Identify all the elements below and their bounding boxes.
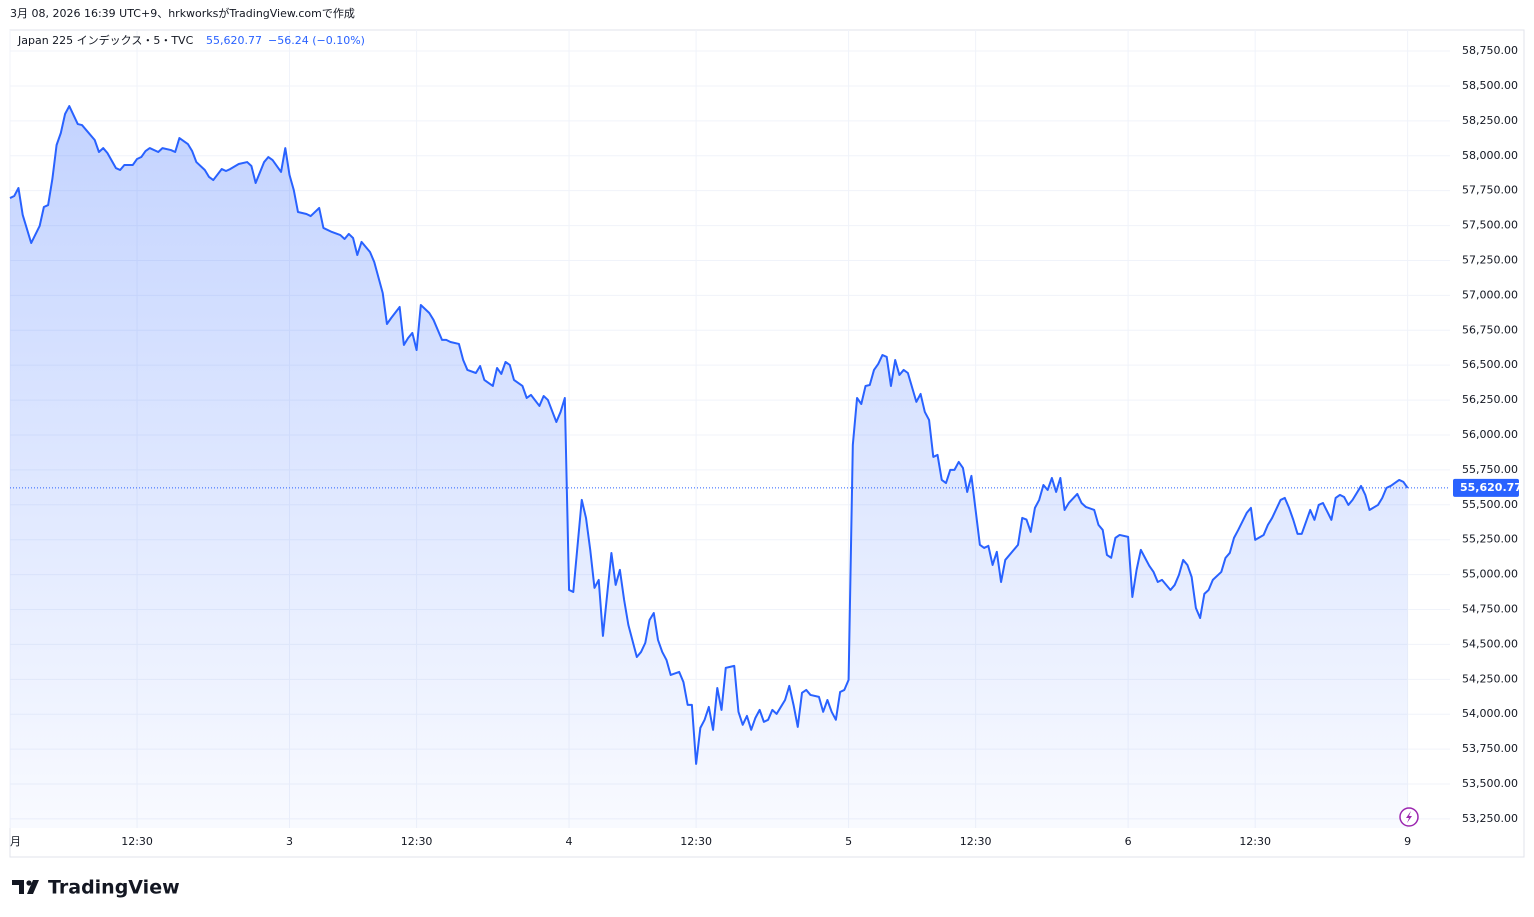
y-tick-label: 55,750.00 xyxy=(1462,463,1518,476)
y-tick-label: 57,250.00 xyxy=(1462,253,1518,266)
header-price: 55,620.77 xyxy=(206,34,262,47)
y-tick-label: 57,750.00 xyxy=(1462,184,1518,197)
y-tick-label: 53,750.00 xyxy=(1462,742,1518,755)
x-tick-label: 3 xyxy=(286,835,293,848)
x-tick-label: 5 xyxy=(845,835,852,848)
price-line xyxy=(9,105,1409,765)
x-tick-label: 12:30 xyxy=(121,835,153,848)
y-tick-label: 55,000.00 xyxy=(1462,568,1518,581)
x-tick-label: 9 xyxy=(1404,835,1411,848)
brand-name: TradingView xyxy=(48,877,180,899)
y-tick-label: 53,500.00 xyxy=(1462,777,1518,790)
last-price-label: 55,620.77 xyxy=(1460,481,1522,494)
x-tick-label: 12:30 xyxy=(680,835,712,848)
y-tick-label: 58,000.00 xyxy=(1462,149,1518,162)
y-tick-label: 56,500.00 xyxy=(1462,358,1518,371)
y-tick-label: 58,250.00 xyxy=(1462,114,1518,127)
lightning-icon[interactable] xyxy=(1399,807,1419,827)
last-price-tag xyxy=(1453,478,1519,497)
y-tick-label: 56,750.00 xyxy=(1462,323,1518,336)
x-tick-label: 月 xyxy=(10,835,21,848)
x-tick-label: 12:30 xyxy=(960,835,992,848)
y-tick-label: 57,000.00 xyxy=(1462,288,1518,301)
y-tick-label: 53,250.00 xyxy=(1462,812,1518,825)
y-tick-label: 56,000.00 xyxy=(1462,428,1518,441)
area-fill xyxy=(10,106,1408,828)
x-tick-label: 12:30 xyxy=(401,835,433,848)
header-change: −56.24 (−0.10%) xyxy=(268,34,365,47)
x-tick-label: 4 xyxy=(566,835,573,848)
y-tick-label: 55,500.00 xyxy=(1462,498,1518,511)
y-tick-label: 54,250.00 xyxy=(1462,672,1518,685)
x-tick-label: 12:30 xyxy=(1239,835,1271,848)
symbol[interactable]: Japan 225 インデックス・5・TVC xyxy=(17,33,194,47)
y-tick-label: 55,250.00 xyxy=(1462,533,1518,546)
y-tick-label: 54,000.00 xyxy=(1462,707,1518,720)
y-tick-label: 57,500.00 xyxy=(1462,219,1518,232)
y-tick-label: 54,750.00 xyxy=(1462,603,1518,616)
caption: 3月 08, 2026 16:39 UTC+9、hrkworksがTrading… xyxy=(10,6,355,20)
y-tick-label: 54,500.00 xyxy=(1462,637,1518,650)
y-tick-label: 58,750.00 xyxy=(1462,44,1518,57)
y-tick-label: 56,250.00 xyxy=(1462,393,1518,406)
y-tick-label: 58,500.00 xyxy=(1462,79,1518,92)
x-tick-label: 6 xyxy=(1125,835,1132,848)
brand-logo[interactable]: TradingView xyxy=(12,877,180,899)
